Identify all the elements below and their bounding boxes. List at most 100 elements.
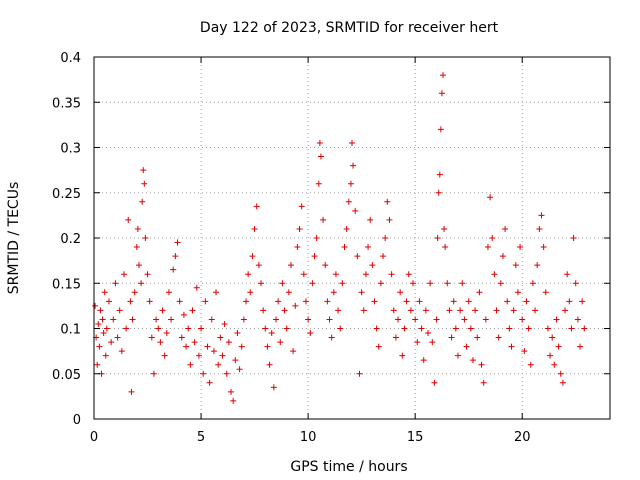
data-point xyxy=(183,343,190,350)
data-point xyxy=(219,352,226,359)
data-point xyxy=(457,307,464,314)
data-point xyxy=(538,212,545,219)
data-point xyxy=(410,280,417,287)
data-point xyxy=(369,262,376,269)
data-point xyxy=(529,280,536,287)
data-point xyxy=(281,307,288,314)
data-point xyxy=(534,262,541,269)
data-point xyxy=(146,298,153,305)
data-point xyxy=(542,289,549,296)
data-point xyxy=(418,325,425,332)
data-point xyxy=(343,225,350,232)
data-point xyxy=(142,235,149,241)
data-point xyxy=(335,307,342,314)
data-point xyxy=(489,235,496,241)
y-tick-label: 0.05 xyxy=(52,368,81,383)
data-point xyxy=(258,280,265,287)
data-point xyxy=(210,348,217,355)
data-point xyxy=(270,384,277,391)
data-point xyxy=(187,361,194,368)
data-point xyxy=(112,280,119,287)
grid xyxy=(94,57,610,419)
x-tick-label: 5 xyxy=(197,430,205,445)
data-point xyxy=(100,330,107,337)
data-point xyxy=(482,316,489,323)
data-point xyxy=(422,307,429,314)
data-point xyxy=(118,348,125,355)
data-point xyxy=(307,330,314,337)
data-point xyxy=(433,316,440,323)
y-tick-label: 0.2 xyxy=(60,232,81,247)
data-point xyxy=(228,388,235,395)
data-point xyxy=(469,357,476,364)
data-point xyxy=(232,357,239,364)
data-point xyxy=(202,298,209,305)
data-point xyxy=(317,153,324,160)
data-point xyxy=(123,325,130,332)
data-point xyxy=(302,298,309,305)
data-point xyxy=(148,334,155,341)
data-point xyxy=(553,316,560,323)
data-point xyxy=(240,316,247,323)
data-point xyxy=(99,316,106,323)
data-point xyxy=(180,311,187,318)
chart-title: Day 122 of 2023, SRMTID for receiver her… xyxy=(200,20,499,36)
data-point xyxy=(97,307,104,314)
data-point xyxy=(362,271,369,278)
y-tick-label: 0.1 xyxy=(60,323,81,338)
data-point xyxy=(225,339,232,346)
data-point xyxy=(266,361,273,368)
data-point xyxy=(320,216,327,223)
data-point xyxy=(484,244,491,251)
data-point xyxy=(245,271,252,278)
data-point xyxy=(268,330,275,337)
data-point xyxy=(191,339,198,346)
data-point xyxy=(279,280,286,287)
data-point xyxy=(434,235,441,241)
data-point xyxy=(144,271,151,278)
data-point xyxy=(221,320,228,327)
data-point xyxy=(450,298,457,305)
data-point xyxy=(133,244,140,251)
y-tick-label: 0.25 xyxy=(52,187,81,202)
data-point xyxy=(253,203,260,210)
data-point xyxy=(251,225,258,232)
data-point xyxy=(517,244,524,251)
data-point xyxy=(375,343,382,350)
data-point xyxy=(579,298,586,305)
data-point xyxy=(388,271,395,278)
data-point xyxy=(272,316,279,323)
data-point xyxy=(178,334,185,341)
data-point xyxy=(159,307,166,314)
data-point xyxy=(437,126,444,133)
y-axis-label: SRMTID / TECUs xyxy=(6,182,22,295)
x-tick-label: 15 xyxy=(407,430,424,445)
data-point xyxy=(172,253,179,260)
data-point xyxy=(255,262,262,269)
data-point xyxy=(125,216,132,223)
data-point xyxy=(230,397,237,404)
data-point xyxy=(204,343,211,350)
data-point xyxy=(311,253,318,260)
data-point xyxy=(163,330,170,337)
data-point xyxy=(236,366,243,373)
data-point xyxy=(326,316,333,323)
data-point xyxy=(365,244,372,251)
data-point xyxy=(262,325,269,332)
data-point xyxy=(277,339,284,346)
data-point xyxy=(328,334,335,341)
data-point xyxy=(350,162,357,169)
data-point xyxy=(438,90,445,97)
data-point xyxy=(392,334,399,341)
data-point xyxy=(427,280,434,287)
y-tick-label: 0.4 xyxy=(60,51,81,66)
data-point xyxy=(382,235,389,241)
data-point xyxy=(416,298,423,305)
data-point xyxy=(442,244,449,251)
data-point xyxy=(405,271,412,278)
y-tick-label: 0 xyxy=(73,413,81,428)
data-point xyxy=(140,167,147,174)
data-point xyxy=(568,325,575,332)
data-point xyxy=(170,266,177,273)
data-point xyxy=(114,334,121,341)
